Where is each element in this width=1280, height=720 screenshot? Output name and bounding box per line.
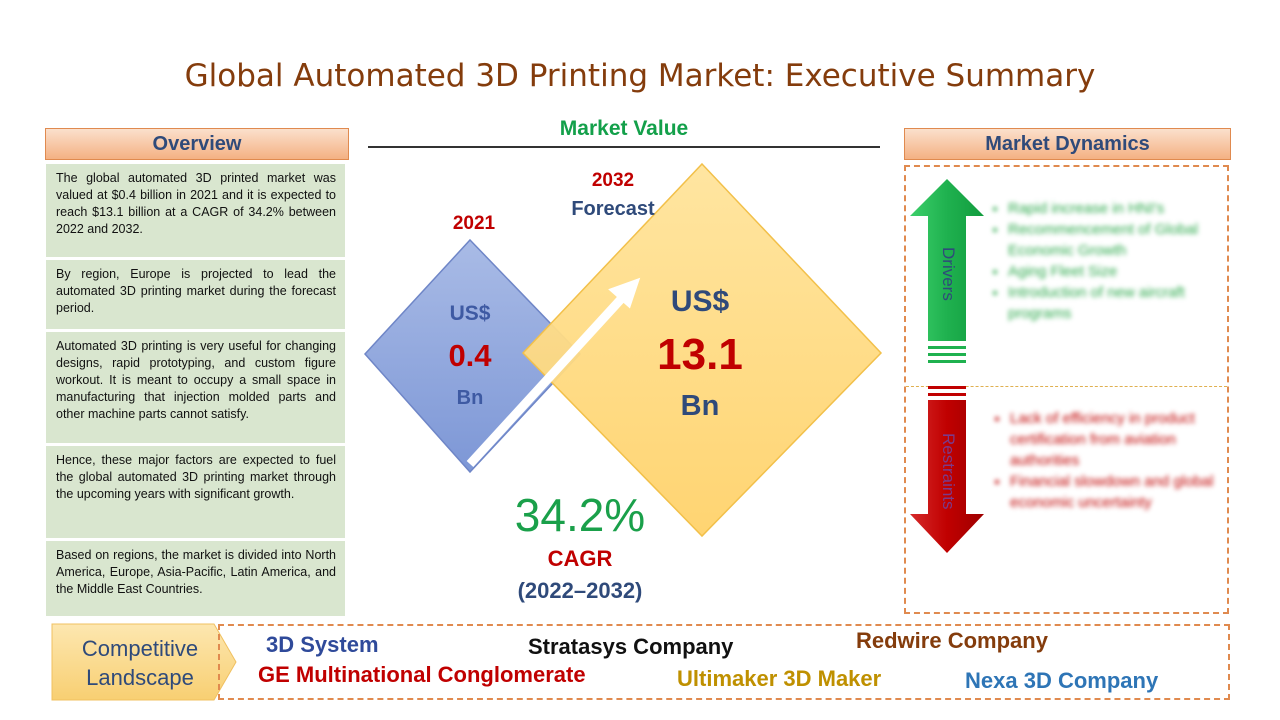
driver-item: Rapid increase in HNI's bbox=[1008, 198, 1220, 219]
base-year-diamond bbox=[363, 238, 582, 474]
overview-panel: The global automated 3D printed market w… bbox=[46, 164, 345, 616]
company-name: Stratasys Company bbox=[528, 634, 734, 659]
competitive-label-line1: Competitive bbox=[81, 636, 199, 661]
competitive-landscape-chevron bbox=[51, 623, 237, 701]
overview-paragraph: Hence, these major factors are expected … bbox=[46, 446, 345, 541]
drivers-arrow-icon bbox=[910, 179, 984, 363]
growth-arrow bbox=[466, 277, 641, 468]
restraints-arrow-icon bbox=[910, 386, 984, 553]
base-value: 0.4 bbox=[448, 338, 492, 373]
market-dynamics-panel bbox=[904, 165, 1229, 614]
drivers-list: Rapid increase in HNI's Recommencement o… bbox=[990, 198, 1220, 324]
overview-paragraph: The global automated 3D printed market w… bbox=[46, 164, 345, 260]
forecast-year-label: 2032 bbox=[591, 170, 635, 191]
market-dynamics-header: Market Dynamics bbox=[904, 128, 1231, 160]
company-name: GE Multinational Conglomerate bbox=[258, 662, 586, 687]
cagr-label: CAGR bbox=[547, 546, 613, 571]
forecast-currency: US$ bbox=[670, 285, 730, 318]
company-name: 3D System bbox=[266, 632, 379, 657]
competitive-landscape-panel bbox=[218, 624, 1230, 700]
cagr-period: (2022–2032) bbox=[517, 578, 643, 603]
forecast-label: Forecast bbox=[571, 198, 655, 220]
market-value-divider bbox=[368, 146, 880, 148]
forecast-unit: Bn bbox=[680, 390, 720, 422]
dynamics-divider bbox=[906, 386, 1227, 387]
company-name: Ultimaker 3D Maker bbox=[677, 666, 882, 691]
company-name: Redwire Company bbox=[856, 628, 1048, 653]
competitive-label-line2: Landscape bbox=[86, 665, 194, 690]
drivers-label: Drivers bbox=[939, 247, 958, 301]
overview-header: Overview bbox=[45, 128, 349, 160]
market-value-diamonds bbox=[363, 162, 883, 538]
base-year-label: 2021 bbox=[452, 213, 496, 234]
base-currency: US$ bbox=[449, 302, 491, 325]
driver-item: Recommencement of Global Economic Growth bbox=[1008, 219, 1220, 261]
driver-item: Introduction of new aircraft programs bbox=[1008, 282, 1220, 324]
restraints-label: Restraints bbox=[939, 433, 958, 510]
base-unit: Bn bbox=[456, 387, 484, 409]
dynamics-arrows bbox=[910, 179, 984, 553]
driver-item: Aging Fleet Size bbox=[1008, 261, 1220, 282]
company-name: Nexa 3D Company bbox=[965, 668, 1159, 693]
market-value-header: Market Value bbox=[559, 117, 689, 140]
restraints-list: Lack of efficiency in product certificat… bbox=[992, 408, 1220, 513]
overview-paragraph: Based on regions, the market is divided … bbox=[46, 541, 345, 616]
cagr-value: 34.2% bbox=[514, 489, 646, 541]
forecast-value: 13.1 bbox=[657, 330, 743, 379]
restraint-item: Lack of efficiency in product certificat… bbox=[1010, 408, 1220, 471]
restraint-item: Financial slowdown and global economic u… bbox=[1010, 471, 1220, 513]
overview-paragraph: Automated 3D printing is very useful for… bbox=[46, 332, 345, 446]
competitive-landscape-label: Competitive Landscape bbox=[56, 634, 224, 692]
page-title: Global Automated 3D Printing Market: Exe… bbox=[184, 58, 1096, 94]
forecast-diamond bbox=[521, 162, 883, 538]
overview-paragraph: By region, Europe is projected to lead t… bbox=[46, 260, 345, 332]
